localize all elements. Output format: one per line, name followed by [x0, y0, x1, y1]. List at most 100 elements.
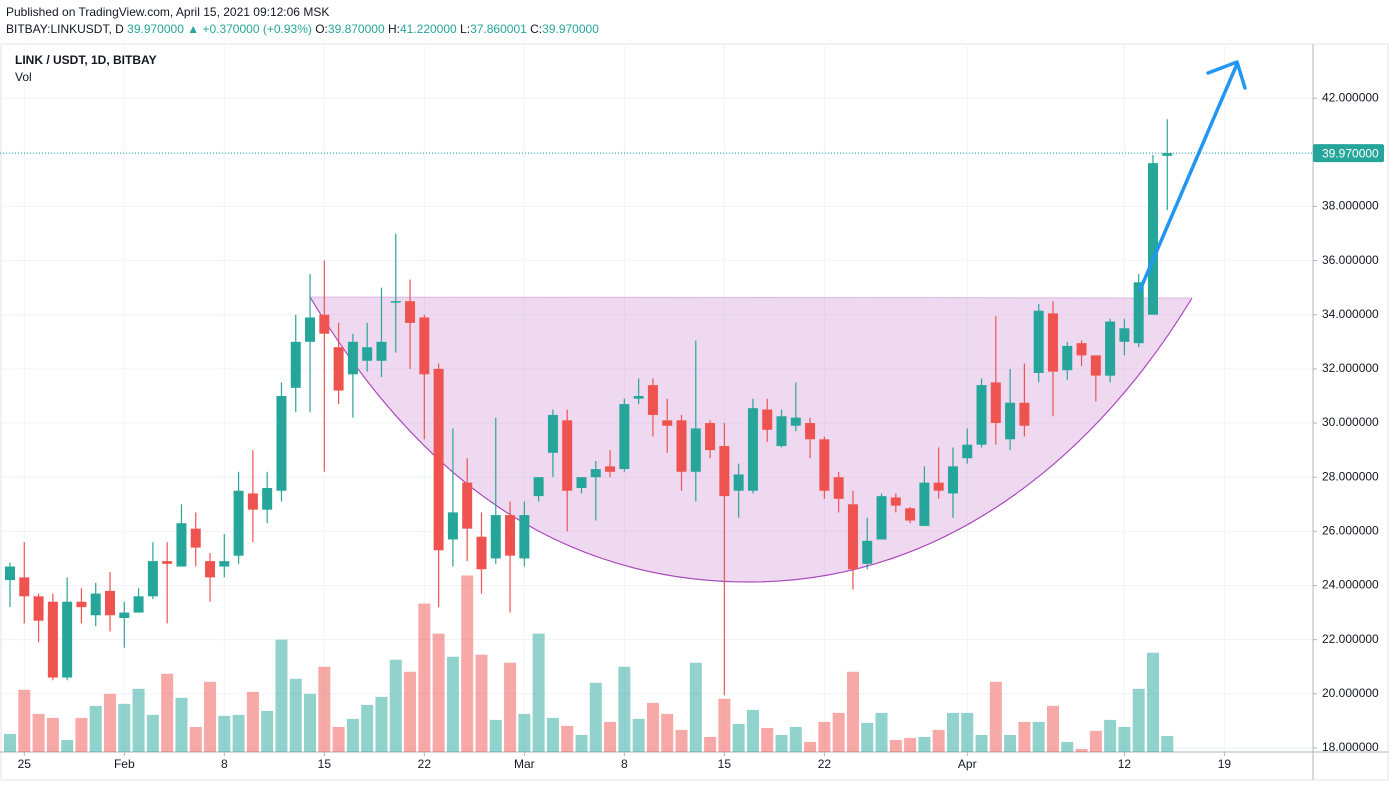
candle-body — [290, 341, 301, 388]
y-tick-label: 26.000000 — [1322, 524, 1379, 538]
candle-body — [876, 496, 887, 540]
candle-body — [5, 566, 16, 581]
arrow — [1138, 60, 1247, 292]
candle-body — [162, 561, 173, 564]
x-tick-label: 8 — [221, 757, 228, 771]
price: 39.970000 — [127, 22, 184, 36]
candle-body — [405, 301, 416, 323]
volume-bar — [975, 734, 988, 752]
candle-body — [376, 341, 387, 361]
volume-bar — [604, 721, 617, 752]
candle-body — [976, 385, 987, 445]
volume-bar — [618, 666, 631, 752]
volume-bar — [104, 693, 117, 752]
candle-body — [1119, 328, 1130, 342]
y-tick-label: 36.000000 — [1322, 253, 1379, 267]
candle-body — [19, 577, 30, 597]
x-tick-label: Apr — [958, 757, 977, 771]
volume-bar — [1161, 735, 1174, 752]
candle-body — [890, 497, 901, 506]
candle-body — [1062, 345, 1073, 371]
candle-body — [305, 317, 316, 342]
h: 41.220000 — [399, 22, 457, 36]
volume-bar — [475, 654, 488, 752]
candle-body — [119, 612, 130, 618]
volume-bar — [61, 739, 74, 752]
candle-body — [219, 561, 230, 567]
x-tick-label: 15 — [318, 757, 332, 771]
candle-body — [962, 444, 973, 459]
volume-bar — [446, 656, 459, 752]
candle-body — [805, 423, 816, 440]
volume-bar — [746, 709, 759, 752]
candle-body — [862, 540, 873, 564]
volume-bar — [546, 717, 559, 752]
candle-body — [762, 409, 773, 430]
candle-body — [205, 561, 216, 578]
volume-bar — [561, 725, 574, 752]
volume-bar — [889, 739, 902, 752]
candle-body — [747, 408, 758, 491]
volume-bar — [904, 737, 917, 752]
volume-bar — [504, 662, 517, 752]
volume-bar — [946, 712, 959, 752]
candle-body — [633, 395, 644, 399]
volume-bar — [861, 722, 874, 752]
candle-body — [147, 561, 158, 597]
volume-bar — [361, 704, 374, 752]
candle-body — [547, 414, 558, 453]
volume-bar — [246, 691, 259, 752]
candle-body — [790, 417, 801, 426]
candle-body — [776, 416, 787, 447]
candle-body — [733, 474, 744, 491]
volume-bar — [918, 736, 931, 752]
volume-bar — [818, 721, 831, 752]
candle-body — [476, 536, 487, 570]
volume-bar — [1046, 705, 1059, 752]
volume-bar — [46, 717, 59, 752]
candle-body — [105, 590, 116, 616]
candle-body — [433, 368, 444, 551]
x-tick-label: 8 — [621, 757, 628, 771]
candle-body — [1005, 402, 1016, 440]
volume-bar — [1118, 726, 1131, 752]
x-tick-label: 15 — [718, 757, 732, 771]
candle-body — [1090, 355, 1101, 376]
candle-body — [233, 490, 244, 556]
x-tick-label: Mar — [514, 757, 535, 771]
y-tick-label: 30.000000 — [1322, 415, 1379, 429]
volume-bar — [75, 717, 88, 752]
volume-bar — [132, 688, 145, 752]
volume-bar — [32, 713, 45, 752]
candle-body — [1047, 313, 1058, 372]
change: ▲ +0.370000 (+0.93%) — [187, 22, 312, 36]
y-tick-label: 28.000000 — [1322, 469, 1379, 483]
candle-body — [905, 508, 916, 521]
candle-body — [1033, 310, 1044, 373]
candle-body — [662, 420, 673, 426]
volume-bar — [304, 693, 317, 752]
volume-bar — [389, 659, 402, 752]
volume-bar — [675, 729, 688, 752]
volume-bar — [346, 718, 359, 752]
volume-bar — [589, 682, 602, 752]
x-tick-label: 22 — [818, 757, 832, 771]
volume-bar — [232, 714, 245, 752]
volume-bar — [989, 681, 1002, 752]
candle-body — [533, 477, 544, 497]
candle-body — [1105, 321, 1116, 376]
volume-bar — [218, 715, 231, 752]
h-label: H: — [387, 22, 400, 36]
volume-bar — [1104, 719, 1117, 752]
x-tick-label: 22 — [418, 757, 432, 771]
o-label: O: — [315, 22, 328, 36]
y-tick-label: 20.000000 — [1322, 686, 1379, 700]
volume-bar — [275, 639, 288, 752]
candle-body — [447, 512, 458, 540]
volume-bar — [804, 741, 817, 752]
candle-body — [462, 482, 473, 529]
x-tick-label: 25 — [18, 757, 32, 771]
candle-body — [319, 314, 330, 334]
candle-body — [276, 395, 287, 491]
candle-body — [719, 446, 730, 497]
